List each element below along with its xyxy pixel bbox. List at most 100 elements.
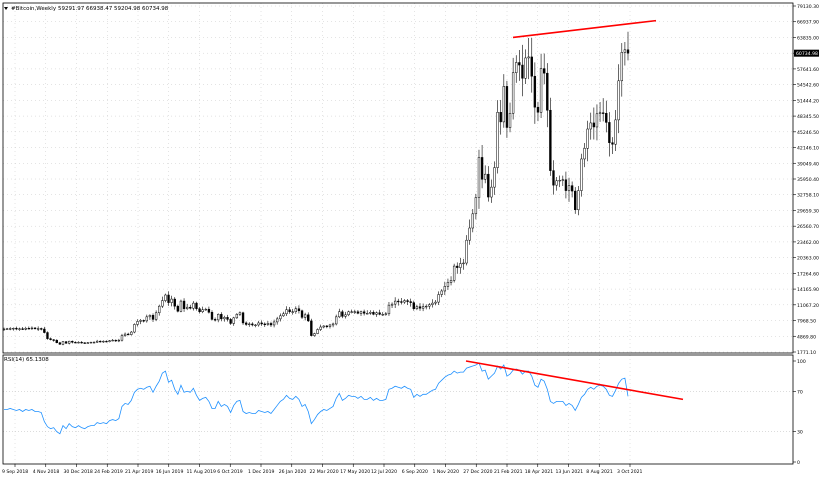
candle-body [182,300,186,309]
candle-body [328,324,332,327]
candle-body [449,280,453,283]
candle-body [546,72,549,111]
candle-body [487,173,490,198]
candle-body [502,86,506,123]
candle-body [241,312,245,324]
candle-body [77,341,80,344]
candle-body [297,308,301,311]
candle-body [164,294,167,301]
candle-body [30,327,34,330]
rsi-divergence-line [465,360,684,401]
price-tick-label: 14165.90 [797,287,819,293]
candle-body [490,186,493,198]
date-tick-label: 6 Sep 2020 [402,469,428,475]
candle-body [313,333,316,336]
date-tick-label: 30 Dec 2018 [64,469,93,475]
rsi-panel-frame [2,354,794,465]
candle-body [471,213,474,229]
candle-body [167,294,170,303]
candle-body [595,113,599,128]
price-tick-label: 39049.40 [797,161,819,167]
candle-body [484,173,487,180]
candle-body [415,306,419,309]
candle-body [350,311,353,313]
date-tick-label: 22 Mar 2020 [310,469,339,475]
candle-body [524,57,527,79]
candle-body [561,179,564,181]
price-tick-label: 66937.90 [797,20,819,26]
candle-body [434,301,437,304]
date-tick-label: 18 Apr 2021 [525,469,553,475]
candle-body [173,298,176,307]
rsi-tick-label: 30 [797,430,803,436]
candle-body [477,157,481,198]
chevron-down-icon[interactable] [4,7,8,10]
candle-body [558,179,561,182]
candle-body [198,308,201,313]
price-tick-label: 32758.10 [797,193,819,199]
candle-body [518,62,521,66]
candle-body [338,311,341,318]
candle-body [530,56,533,77]
candle-body [577,190,580,210]
candle-body [294,308,298,313]
candle-body [5,328,9,330]
candle-body [387,304,391,315]
date-tick-label: 8 Aug 2021 [586,469,613,475]
price-tick-label: 4869.80 [797,334,816,340]
candle-body [185,306,189,309]
candle-body [390,303,394,306]
date-tick-label: 4 Nov 2018 [33,469,60,475]
candle-body [378,312,381,315]
candle-body [139,320,142,322]
candle-body [154,312,158,320]
candle-body [623,49,627,53]
candle-body [539,68,543,113]
candle-body [608,122,611,143]
price-tick-label: 51444.20 [797,98,819,104]
candle-body [213,319,217,321]
candle-body [288,309,291,313]
date-tick-label: 21 Apr 2019 [125,469,153,475]
symbol-label: #Bitcoin,Weekly [11,6,57,12]
price-tick-label: 63835.00 [797,35,819,41]
candle-body [583,148,586,160]
candle-body [592,122,596,128]
candle-body [521,64,524,79]
candle-body [117,339,121,342]
candle-body [291,311,294,313]
candle-body [437,294,440,303]
candle-body [341,311,344,317]
candle-body [515,62,518,73]
candle-body [61,341,65,345]
candle-body [204,308,207,311]
rsi-tick-label: 0 [797,460,800,466]
candle-body [552,170,555,186]
price-tick-label: 54542.60 [797,83,819,89]
candle-body [257,322,260,326]
price-panel-frame [2,2,794,354]
candle-body [254,324,257,327]
candle-body [353,311,356,313]
candle-body [192,302,195,309]
candle-body [9,328,12,330]
price-tick-label: 17264.60 [797,271,819,277]
candle-body [266,323,270,325]
candle-body [533,75,537,108]
candle-body [161,300,164,307]
price-resistance-line [512,19,657,39]
candle-body [83,342,86,344]
candle-body [456,265,459,268]
candle-body [126,333,130,336]
candle-body [462,262,465,265]
candle-body [459,263,462,268]
date-tick-label: 26 Jan 2020 [279,469,307,475]
candle-body [375,312,378,315]
date-tick-label: 9 Sep 2018 [2,469,28,475]
candle-body [279,315,282,320]
date-tick-label: 6 Oct 2019 [217,469,243,475]
candle-body [151,315,155,320]
candle-body [316,329,319,334]
